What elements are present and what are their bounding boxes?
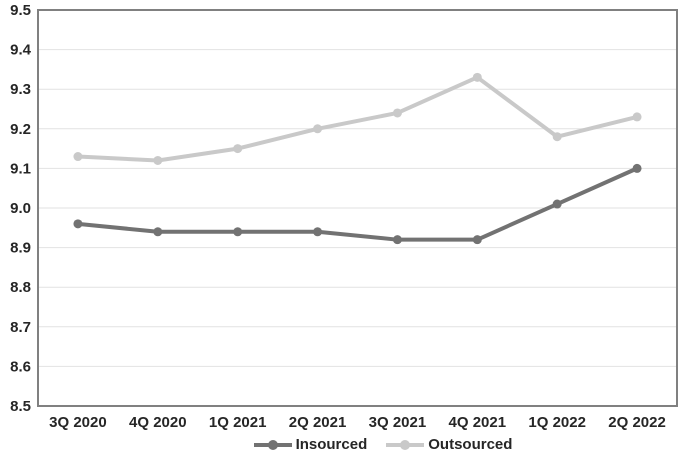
- x-category-label: 1Q 2022: [528, 414, 586, 431]
- plot-area: 9.5 9.4 9.3 9.2 9.1 9.0 8.9 8.8 8.7 8.6 8.5 3Q 2020…: [10, 2, 678, 431]
- x-category-label: 1Q 2021: [209, 414, 267, 431]
- x-category-label: 4Q 2020: [129, 414, 187, 431]
- y-tick-label: 8.6: [10, 358, 31, 375]
- data-point-marker-outsourced: [313, 124, 323, 134]
- x-category-label: 3Q 2021: [369, 414, 427, 431]
- legend-item-outsourced: Outsourced: [385, 436, 512, 453]
- y-tick-label: 9.1: [10, 160, 31, 177]
- data-point-marker-insourced: [313, 227, 323, 237]
- x-category-label: 2Q 2022: [608, 414, 666, 431]
- x-category-label: 3Q 2020: [49, 414, 107, 431]
- y-tick-label: 8.8: [10, 279, 31, 296]
- series-line-outsourced: [75, 75, 640, 163]
- data-point-marker-outsourced: [233, 144, 243, 154]
- data-point-marker-insourced: [73, 219, 83, 229]
- legend-item-insourced: Insourced: [253, 436, 368, 453]
- y-tick-label: 9.0: [10, 200, 31, 217]
- data-point-marker-outsourced: [472, 72, 482, 82]
- data-point-marker-insourced: [392, 235, 402, 245]
- series-line-insourced: [75, 166, 640, 242]
- y-tick-label: 9.5: [10, 2, 31, 19]
- plot-border: [37, 9, 678, 407]
- x-category-label: 2Q 2021: [289, 414, 347, 431]
- data-point-marker-insourced: [632, 163, 642, 173]
- legend-label-insourced: Insourced: [295, 436, 368, 453]
- insourced-line-marker-icon: [253, 439, 292, 450]
- data-point-marker-insourced: [552, 199, 562, 209]
- y-tick-label: 8.7: [10, 319, 31, 336]
- chart-legend: Insourced Outsourced: [40, 436, 685, 453]
- y-tick-label: 9.2: [10, 121, 31, 138]
- data-point-marker-outsourced: [552, 132, 562, 142]
- outsourced-line-marker-icon: [386, 439, 425, 450]
- y-tick-label: 9.3: [10, 81, 31, 98]
- y-tick-label: 9.4: [10, 42, 32, 59]
- y-tick-label: 8.5: [10, 398, 31, 415]
- legend-label-outsourced: Outsourced: [428, 436, 513, 453]
- x-category-label: 4Q 2021: [449, 414, 507, 431]
- data-point-marker-insourced: [153, 227, 163, 237]
- data-point-marker-outsourced: [632, 112, 642, 122]
- data-point-marker-insourced: [233, 227, 243, 237]
- data-point-marker-outsourced: [392, 108, 402, 118]
- y-tick-label: 8.9: [10, 240, 31, 257]
- data-point-marker-outsourced: [153, 155, 163, 165]
- data-point-marker-insourced: [472, 235, 482, 245]
- data-point-marker-outsourced: [73, 152, 83, 162]
